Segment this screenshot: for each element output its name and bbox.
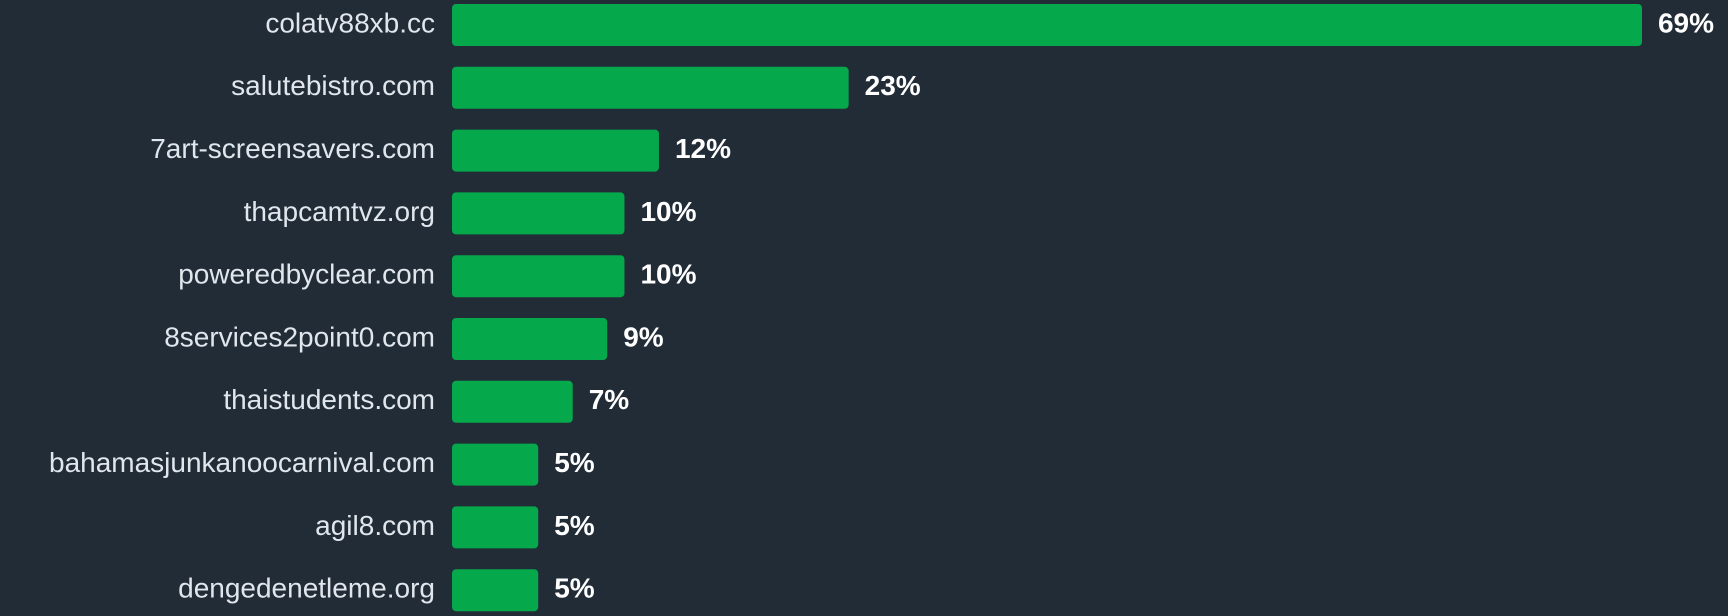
value-label: 5% <box>554 573 595 604</box>
category-label: dengedenetleme.org <box>178 573 435 604</box>
value-label: 23% <box>865 70 921 101</box>
bar <box>452 506 539 549</box>
category-label: 7art-screensavers.com <box>150 133 435 164</box>
category-label: poweredbyclear.com <box>178 259 435 290</box>
value-label: 7% <box>589 384 630 415</box>
category-label: thapcamtvz.org <box>244 196 435 227</box>
value-label: 12% <box>675 133 731 164</box>
category-label: colatv88xb.cc <box>265 7 435 38</box>
category-label: thaistudents.com <box>223 384 435 415</box>
value-label: 9% <box>623 321 664 352</box>
bar <box>452 380 573 423</box>
category-label: salutebistro.com <box>231 70 435 101</box>
bar <box>452 569 539 612</box>
value-label: 69% <box>1658 7 1714 38</box>
category-label: agil8.com <box>315 510 435 541</box>
category-label: bahamasjunkanoocarnival.com <box>49 447 435 478</box>
bar <box>452 443 539 486</box>
bar <box>452 318 608 360</box>
bar <box>452 66 849 109</box>
value-label: 10% <box>640 196 696 227</box>
bar <box>452 255 625 298</box>
value-label: 5% <box>554 510 595 541</box>
value-label: 5% <box>554 447 595 478</box>
bar <box>452 129 659 172</box>
bar <box>452 4 1642 46</box>
category-label: 8services2point0.com <box>164 321 435 352</box>
value-label: 10% <box>640 259 696 290</box>
bar <box>452 192 625 235</box>
